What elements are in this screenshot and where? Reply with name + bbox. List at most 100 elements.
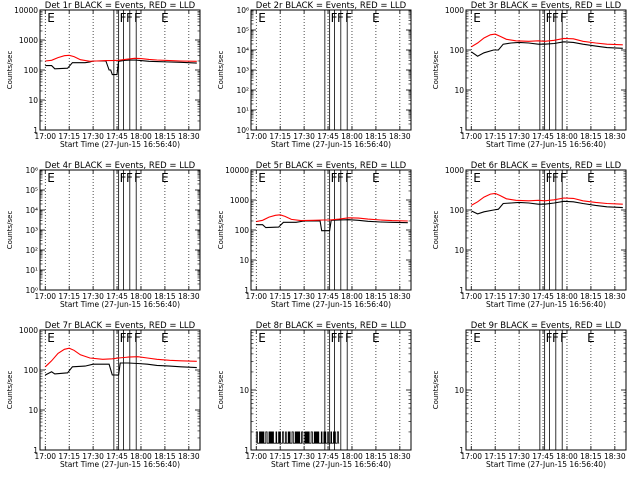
y-tick-label: 10000 <box>225 166 249 175</box>
x-tick-label: 17:00 <box>34 452 56 461</box>
flag-label: F <box>331 11 338 25</box>
x-tick-label: 18:15 <box>580 132 602 141</box>
flag-label: F <box>120 171 127 185</box>
y-tick-label: 1000 <box>19 326 38 335</box>
series-lld-line <box>471 33 623 48</box>
x-axis-label: Start Time (27-Jun-15 16:56:40) <box>60 460 180 469</box>
x-tick-label: 18:15 <box>580 292 602 301</box>
x-tick-label: 17:45 <box>532 132 554 141</box>
flag-label: E <box>258 331 266 345</box>
x-axis-label: Start Time (27-Jun-15 16:56:40) <box>271 460 391 469</box>
x-tick-label: 17:30 <box>293 452 315 461</box>
flag-label: F <box>345 171 352 185</box>
y-tick-label: 1000 <box>445 6 464 15</box>
plot-frame <box>39 169 201 291</box>
series-lld-line <box>45 54 197 62</box>
x-tick-label: 18:30 <box>604 452 626 461</box>
x-tick-label: 18:00 <box>130 132 152 141</box>
plot-frame <box>250 169 412 291</box>
series-group <box>45 54 197 76</box>
panel-title: Det 8r BLACK = Events, RED = LLD <box>256 321 407 331</box>
y-tick-label: 10⁵ <box>25 186 38 195</box>
x-tick-label: 17:15 <box>269 452 291 461</box>
x-tick-label: 18:15 <box>154 452 176 461</box>
x-tick-label: 17:00 <box>34 292 56 301</box>
y-tick-label: 1000 <box>230 196 249 205</box>
y-tick-label: 10000 <box>14 6 38 15</box>
y-tick-label: 100 <box>235 226 250 235</box>
y-tick-label: 10⁰ <box>236 126 249 135</box>
flag-label: E <box>372 331 380 345</box>
flag-label: F <box>126 171 133 185</box>
plot-frame <box>465 9 627 131</box>
x-tick-label: 18:30 <box>604 132 626 141</box>
panel-title: Det 5r BLACK = Events, RED = LLD <box>256 161 407 171</box>
flag-label: E <box>473 331 481 345</box>
y-axis-label: Counts/sec <box>6 51 14 90</box>
y-tick-label: 100 <box>450 206 465 215</box>
y-tick-label: 10⁶ <box>25 166 38 175</box>
panel-title: Det 7r BLACK = Events, RED = LLD <box>45 321 196 331</box>
y-tick-label: 10³ <box>236 66 249 75</box>
x-tick-label: 17:15 <box>58 132 80 141</box>
x-axis-label: Start Time (27-Jun-15 16:56:40) <box>60 300 180 309</box>
flag-label: E <box>47 11 55 25</box>
flag-label: F <box>331 171 338 185</box>
x-tick-label: 18:30 <box>389 132 411 141</box>
x-tick-label: 17:00 <box>245 452 267 461</box>
y-tick-label: 10⁵ <box>236 26 249 35</box>
x-tick-label: 18:00 <box>556 132 578 141</box>
flag-label: F <box>552 171 559 185</box>
series-lld-line <box>471 192 623 206</box>
x-tick-label: 17:00 <box>245 292 267 301</box>
y-axis-label: Counts/sec <box>6 371 14 410</box>
x-tick-label: 18:30 <box>389 292 411 301</box>
y-axis-label: Counts/sec <box>432 211 440 250</box>
flag-label: F <box>560 331 567 345</box>
flag-label: E <box>587 331 595 345</box>
y-tick-label: 10¹ <box>236 106 249 115</box>
series-group <box>256 214 408 232</box>
flag-label: F <box>345 11 352 25</box>
series-group <box>470 33 623 57</box>
y-tick-label: 10 <box>454 246 464 255</box>
x-tick-label: 17:15 <box>269 292 291 301</box>
x-tick-label: 17:15 <box>269 132 291 141</box>
flag-label: F <box>120 11 127 25</box>
series-events-line <box>45 362 197 376</box>
x-tick-label: 17:30 <box>82 452 104 461</box>
plot-frame <box>250 9 412 131</box>
panel-title: Det 1r BLACK = Events, RED = LLD <box>45 1 196 11</box>
flag-label: F <box>345 331 352 345</box>
series-events-line <box>471 200 623 215</box>
x-tick-label: 18:15 <box>365 292 387 301</box>
flag-label: F <box>337 171 344 185</box>
flag-label: F <box>546 11 553 25</box>
series-group <box>255 431 340 444</box>
x-tick-label: 17:15 <box>484 132 506 141</box>
flag-label: F <box>134 171 141 185</box>
x-tick-label: 17:00 <box>460 132 482 141</box>
flag-label: F <box>134 331 141 345</box>
x-tick-label: 18:30 <box>178 292 200 301</box>
x-tick-label: 18:30 <box>604 292 626 301</box>
y-tick-label: 10² <box>25 246 38 255</box>
x-tick-label: 17:30 <box>293 292 315 301</box>
flag-label: F <box>337 331 344 345</box>
series-group <box>44 347 197 376</box>
x-tick-label: 18:15 <box>154 132 176 141</box>
flag-label: F <box>552 331 559 345</box>
y-tick-label: 10 <box>454 86 464 95</box>
flag-label: F <box>126 11 133 25</box>
x-tick-label: 17:30 <box>508 132 530 141</box>
y-tick-label: 10² <box>236 86 249 95</box>
x-axis-label: Start Time (27-Jun-15 16:56:40) <box>486 460 606 469</box>
x-tick-label: 18:00 <box>130 452 152 461</box>
flag-label: E <box>161 171 169 185</box>
x-axis-label: Start Time (27-Jun-15 16:56:40) <box>271 140 391 149</box>
